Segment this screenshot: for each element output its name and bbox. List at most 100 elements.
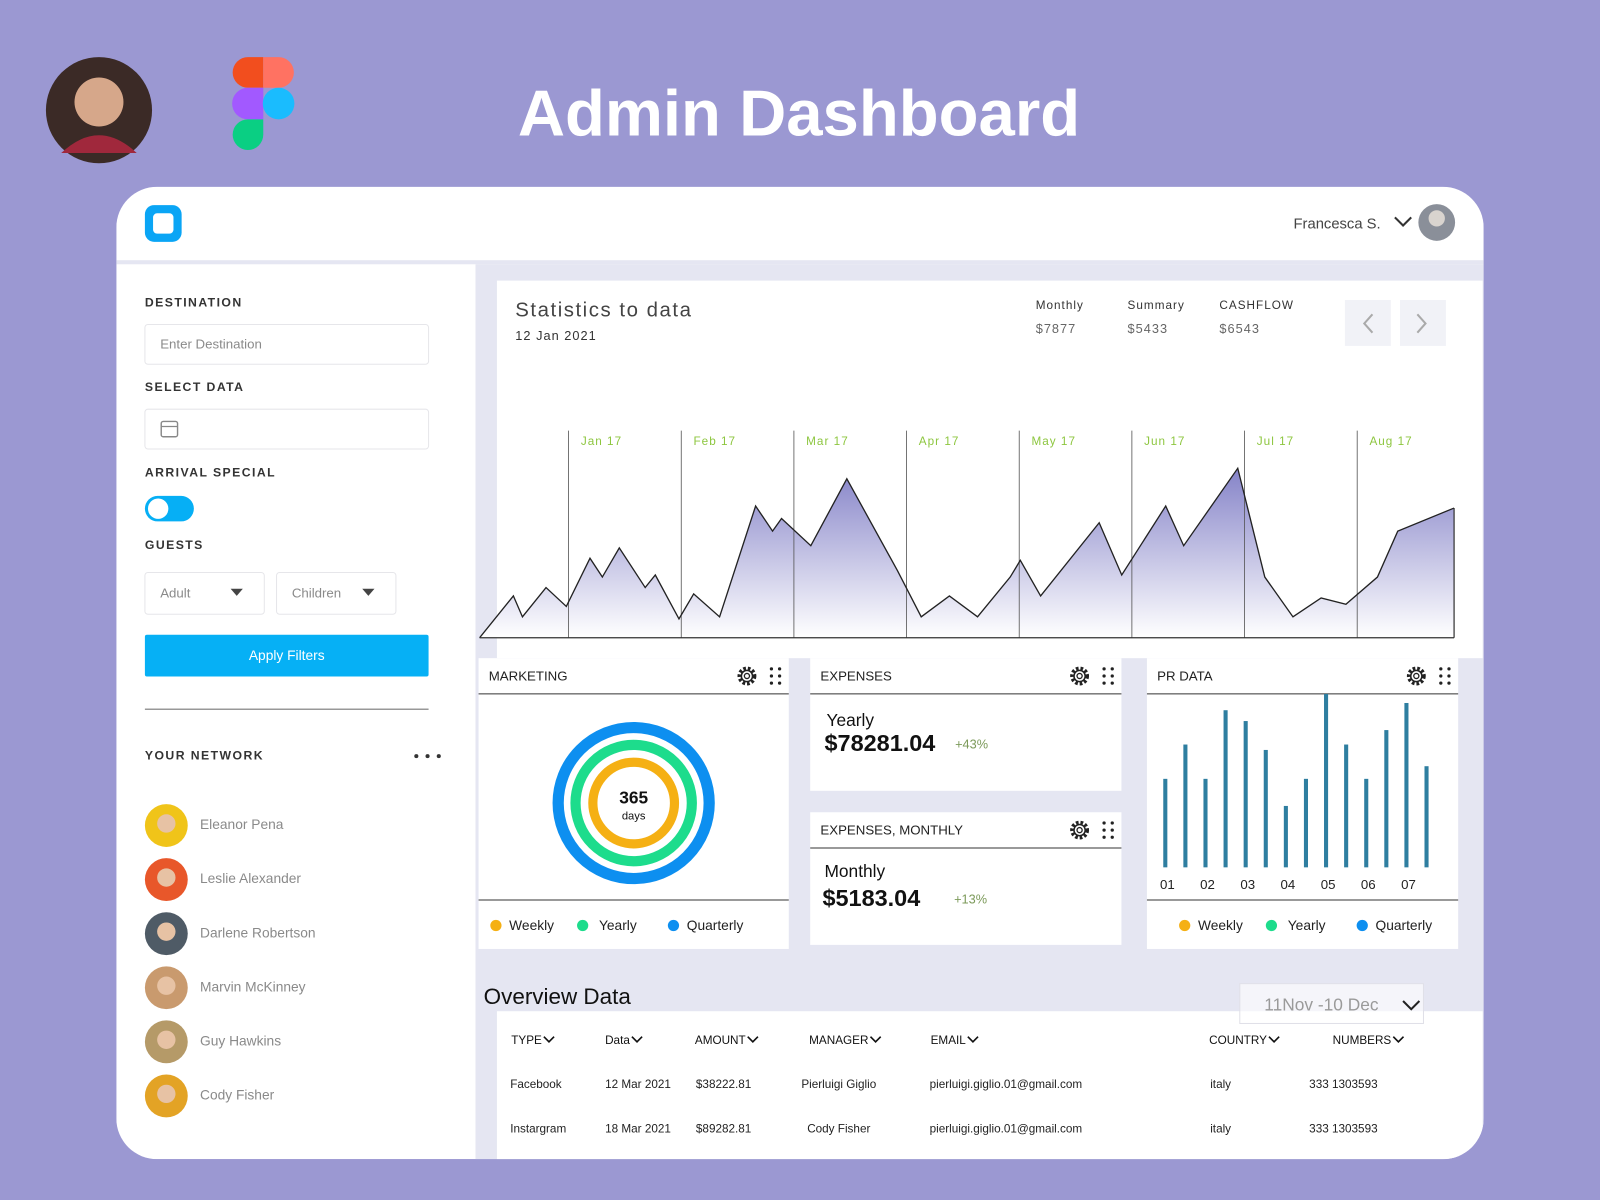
drag-handle-dot — [777, 674, 782, 678]
summary-label: Monthly — [1036, 299, 1084, 312]
sort-chevron[interactable] — [631, 1036, 643, 1043]
x-tick-label: 02 — [1200, 877, 1215, 892]
summary-value: $5433 — [1128, 321, 1169, 336]
statistics-date: 12 Jan 2021 — [515, 328, 596, 343]
drag-handle-dot — [769, 681, 774, 685]
network-title: YOUR NETWORK — [145, 748, 264, 762]
area-line — [479, 466, 1455, 639]
x-tick-label: 04 — [1281, 877, 1296, 892]
author-avatar — [45, 57, 153, 164]
nav-chevron — [1416, 313, 1427, 334]
more-dot — [414, 754, 419, 759]
destination-input[interactable] — [144, 323, 430, 365]
ring — [588, 757, 680, 849]
area-fill — [479, 468, 1455, 638]
settings-icon-hole — [1076, 672, 1083, 680]
drag-handle-dot — [777, 681, 782, 685]
drag-handle-dot — [1110, 828, 1114, 832]
apply-button[interactable] — [144, 634, 429, 677]
bar — [1203, 778, 1208, 868]
settings-icon-ring — [1073, 669, 1086, 683]
settings-icon[interactable] — [1406, 666, 1426, 686]
settings-icon-ring — [1073, 823, 1086, 837]
drag-handle-dot — [1447, 674, 1451, 678]
filter-label: GUESTS — [145, 538, 204, 552]
expense-change: +43% — [955, 736, 988, 751]
drag-handle-dot — [1439, 681, 1443, 685]
sort-chevron[interactable] — [1268, 1036, 1280, 1043]
summary-value: $6543 — [1219, 321, 1260, 336]
filter-label: SELECT DATA — [145, 380, 245, 394]
x-tick-label: Feb 17 — [693, 435, 736, 448]
person-name: Marvin McKinney — [200, 979, 306, 994]
nav-chevron — [1362, 313, 1374, 334]
sort-chevron[interactable] — [967, 1036, 979, 1043]
bar — [1163, 778, 1168, 868]
dropdown-arrow — [362, 588, 375, 596]
sort-chevron[interactable] — [747, 1036, 759, 1043]
expense-amount: $78281.04 — [824, 730, 935, 756]
person-avatar-face — [157, 922, 176, 941]
drag-handle-dot — [1102, 821, 1106, 825]
user-menu-chevron[interactable] — [1394, 216, 1412, 227]
x-tick-label: 07 — [1401, 877, 1416, 892]
range-select[interactable] — [1239, 983, 1424, 1024]
legend-label: Weekly — [509, 918, 554, 933]
nav-button[interactable] — [1344, 300, 1391, 346]
settings-icon[interactable] — [1070, 820, 1090, 840]
user-name: Francesca S. — [1294, 216, 1381, 232]
nav-button[interactable] — [1400, 300, 1446, 346]
more-dot — [425, 754, 430, 759]
person-avatar-face — [157, 868, 176, 887]
table-cell: 333 1303593 — [1309, 1123, 1377, 1136]
x-tick-label: May 17 — [1031, 435, 1076, 448]
drag-handle-dot — [1102, 828, 1106, 832]
drag-handle-dot — [769, 674, 774, 678]
table-cell: $89282.81 — [696, 1123, 751, 1136]
summary-label: CASHFLOW — [1219, 299, 1294, 312]
guest-option: Children — [292, 585, 341, 600]
table-cell: Pierluigi Giglio — [801, 1078, 876, 1091]
legend-swatch — [1356, 919, 1368, 932]
table-cell: 12 Mar 2021 — [605, 1078, 671, 1091]
x-tick-label: Apr 17 — [919, 435, 960, 448]
legend-label: Yearly — [599, 918, 637, 933]
sort-chevron[interactable] — [1392, 1036, 1405, 1043]
ring-center-unit: days — [622, 810, 646, 822]
x-tick-label: Jan 17 — [581, 435, 622, 448]
widget-panel — [810, 812, 1122, 945]
sort-chevron[interactable] — [869, 1036, 882, 1043]
sort-chevron[interactable] — [543, 1036, 555, 1043]
date-input[interactable] — [144, 408, 430, 450]
drag-handle-dot — [1447, 681, 1451, 685]
settings-icon[interactable] — [737, 666, 757, 686]
more-dot — [436, 754, 441, 759]
drag-handle-dot — [1102, 835, 1106, 839]
expense-change: +13% — [954, 891, 987, 906]
guest-select[interactable] — [144, 571, 265, 615]
figma-logo — [232, 57, 295, 150]
expense-period: Yearly — [827, 710, 875, 730]
widget-panel — [478, 658, 789, 949]
bar — [1263, 749, 1268, 868]
legend-swatch — [1265, 919, 1278, 932]
topbar-divider — [116, 260, 1484, 265]
column-header: COUNTRY — [1209, 1034, 1267, 1047]
guest-select[interactable] — [276, 571, 397, 615]
input-placeholder: Enter Destination — [160, 336, 262, 351]
x-tick-label: 06 — [1361, 877, 1376, 892]
table-cell: 333 1303593 — [1309, 1078, 1377, 1091]
person-avatar-face — [157, 1030, 176, 1049]
toggle-knob — [147, 498, 169, 519]
table-cell: 18 Mar 2021 — [605, 1123, 671, 1136]
table-cell: Instargram — [510, 1123, 566, 1136]
ring-center-value: 365 — [619, 788, 648, 808]
widget-title: PR DATA — [1157, 669, 1213, 684]
page-title: Admin Dashboard — [518, 77, 1080, 150]
calendar-icon — [160, 420, 179, 438]
settings-icon[interactable] — [1070, 666, 1090, 686]
legend-label: Quarterly — [1376, 918, 1433, 933]
legend-swatch — [1179, 919, 1191, 932]
legend-label: Yearly — [1288, 918, 1326, 933]
bar — [1283, 805, 1288, 868]
